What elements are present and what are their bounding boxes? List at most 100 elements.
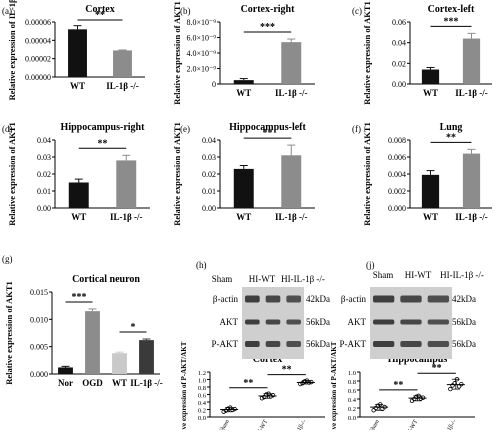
chart-panel-c: (c) Cortex-left Relative expression of AKT… xyxy=(352,1,492,105)
panel-tag: (g) xyxy=(2,254,13,264)
bar xyxy=(68,182,89,208)
y-axis-label: Relative expression of AKT1 xyxy=(362,1,372,105)
x-tick-label: IL-1β -/- xyxy=(110,212,143,222)
panel-tag: (e) xyxy=(180,124,190,134)
blot-band xyxy=(427,319,449,325)
y-tick-label: 1.0 xyxy=(198,378,206,385)
lane-label: HI-WT xyxy=(249,274,276,284)
y-tick-label: 0.005 xyxy=(30,343,48,352)
y-tick-label: 0.8 xyxy=(348,379,356,386)
y-axis-label: Relative expression of AKT1 xyxy=(362,122,372,226)
x-tick-label: WT xyxy=(112,378,127,388)
y-tick-label: 1.2 xyxy=(198,370,206,377)
y-axis-label: Relative expression of AKT1 xyxy=(172,122,182,226)
y-tick-label: 0.4 xyxy=(198,400,207,407)
panel-tag: (d) xyxy=(2,124,13,134)
significance-label: ** xyxy=(263,128,273,139)
x-tick-label: WT xyxy=(236,88,251,98)
blot-band xyxy=(427,295,449,303)
panel-tag: (c) xyxy=(352,6,362,16)
x-tick-label: Sham xyxy=(219,419,231,430)
blot-band xyxy=(265,341,281,347)
y-axis-label: Relative expression of AKT1 xyxy=(172,1,182,105)
western-blot-j: (j)Sham HI-WT HI-IL-1β -/- β-actin 42kDa AKT 5… xyxy=(340,260,484,359)
y-tick-label: 0.02 xyxy=(392,59,406,68)
lane-label: Sham xyxy=(373,270,394,280)
y-tick-label: 0.00000 xyxy=(25,73,51,82)
x-tick-label: HI-IL-1β-/- xyxy=(289,419,308,430)
data-point xyxy=(450,383,455,388)
significance-label: ** xyxy=(446,132,456,143)
data-point xyxy=(373,405,379,411)
y-tick-label: 0.04 xyxy=(202,136,216,145)
blot-band xyxy=(373,319,395,325)
x-tick-label: IL-1β -/- xyxy=(275,212,308,222)
lane-label: HI-IL-1β -/- xyxy=(281,274,325,284)
bar xyxy=(58,367,73,374)
chart-title: Cortex xyxy=(253,354,282,365)
chart-title: Cortex-right xyxy=(241,4,296,15)
y-tick-label: 0.002 xyxy=(388,187,406,196)
y-tick-label: 0.01 xyxy=(202,187,216,196)
significance-label: *** xyxy=(72,292,87,303)
x-tick-label: WT xyxy=(70,81,85,91)
data-point xyxy=(225,406,231,411)
y-tick-label: 0.006 xyxy=(388,153,406,162)
y-tick-label: 0.00006 xyxy=(25,18,51,27)
chart-panel-g: (g) Cortical neuron Relative expression of… xyxy=(2,254,163,388)
y-tick-label: 0.015 xyxy=(30,288,48,297)
bar xyxy=(421,69,440,84)
x-tick-label: IL-1β -/- xyxy=(130,378,163,388)
y-tick-label: 6.0×10⁻⁹ xyxy=(186,34,216,43)
y-tick-label: 0.000 xyxy=(388,204,406,213)
blot-band xyxy=(400,319,422,325)
kda-label: 56kDa xyxy=(306,339,330,349)
y-tick-label: 0.4 xyxy=(348,397,357,404)
panel-tag: (h) xyxy=(196,260,207,270)
y-tick-label: 0.6 xyxy=(198,393,207,400)
y-tick-label: 0.00004 xyxy=(25,36,51,45)
bar xyxy=(281,42,302,84)
y-tick-label: 0.0 xyxy=(198,415,206,422)
bar xyxy=(462,153,481,208)
x-tick-label: OGD xyxy=(82,378,103,388)
y-axis-label: Relative expression of IL-1β xyxy=(7,0,17,100)
protein-label: AKT xyxy=(220,317,239,327)
data-point xyxy=(302,379,307,384)
bar xyxy=(233,80,254,84)
x-tick-label: HI-IL-1β-/- xyxy=(439,419,458,430)
kda-label: 56kDa xyxy=(452,339,476,349)
x-tick-label: IL-1β -/- xyxy=(275,88,308,98)
y-axis-label: Relative expression of P-AKT/AKT xyxy=(180,341,188,430)
y-axis-label: Relative expression of AKT1 xyxy=(4,281,14,385)
significance-label: ** xyxy=(98,138,108,149)
protein-label: P-AKT xyxy=(340,339,367,349)
protein-label: AKT xyxy=(348,317,367,327)
chart-panel-a: (a) Cortex Relative expression of IL-1β 0.0… xyxy=(2,0,145,100)
blot-band xyxy=(427,341,449,347)
x-tick-label: WT xyxy=(236,212,251,222)
chart-title: Lung xyxy=(440,122,463,133)
x-tick-label: IL-1β -/- xyxy=(455,212,488,222)
data-point xyxy=(270,393,276,398)
x-tick-label: WT xyxy=(423,212,438,222)
y-tick-label: 0 xyxy=(212,80,216,89)
bar xyxy=(233,168,254,208)
lane-label: HI-IL-1β -/- xyxy=(440,270,484,280)
y-tick-label: 0.04 xyxy=(37,136,51,145)
y-tick-label: 0.06 xyxy=(392,18,406,27)
chart-title: Cortical neuron xyxy=(72,274,140,285)
panel-tag: (b) xyxy=(180,6,191,16)
blot-band xyxy=(245,341,260,347)
chart-title: Hippocampus xyxy=(388,354,448,365)
blot-band xyxy=(245,295,260,303)
chart-panel-b: (b) Cortex-right Relative expression of AK… xyxy=(172,1,315,105)
blot-band xyxy=(286,295,301,303)
x-tick-label: WT xyxy=(423,88,438,98)
chart-panel-d: (d) Hippocampus-right Relative expression … xyxy=(2,122,150,226)
blot-band xyxy=(265,319,281,325)
x-tick-label: Nor xyxy=(58,378,73,388)
y-tick-label: 0.2 xyxy=(198,408,206,415)
significance-label: *** xyxy=(260,22,275,33)
